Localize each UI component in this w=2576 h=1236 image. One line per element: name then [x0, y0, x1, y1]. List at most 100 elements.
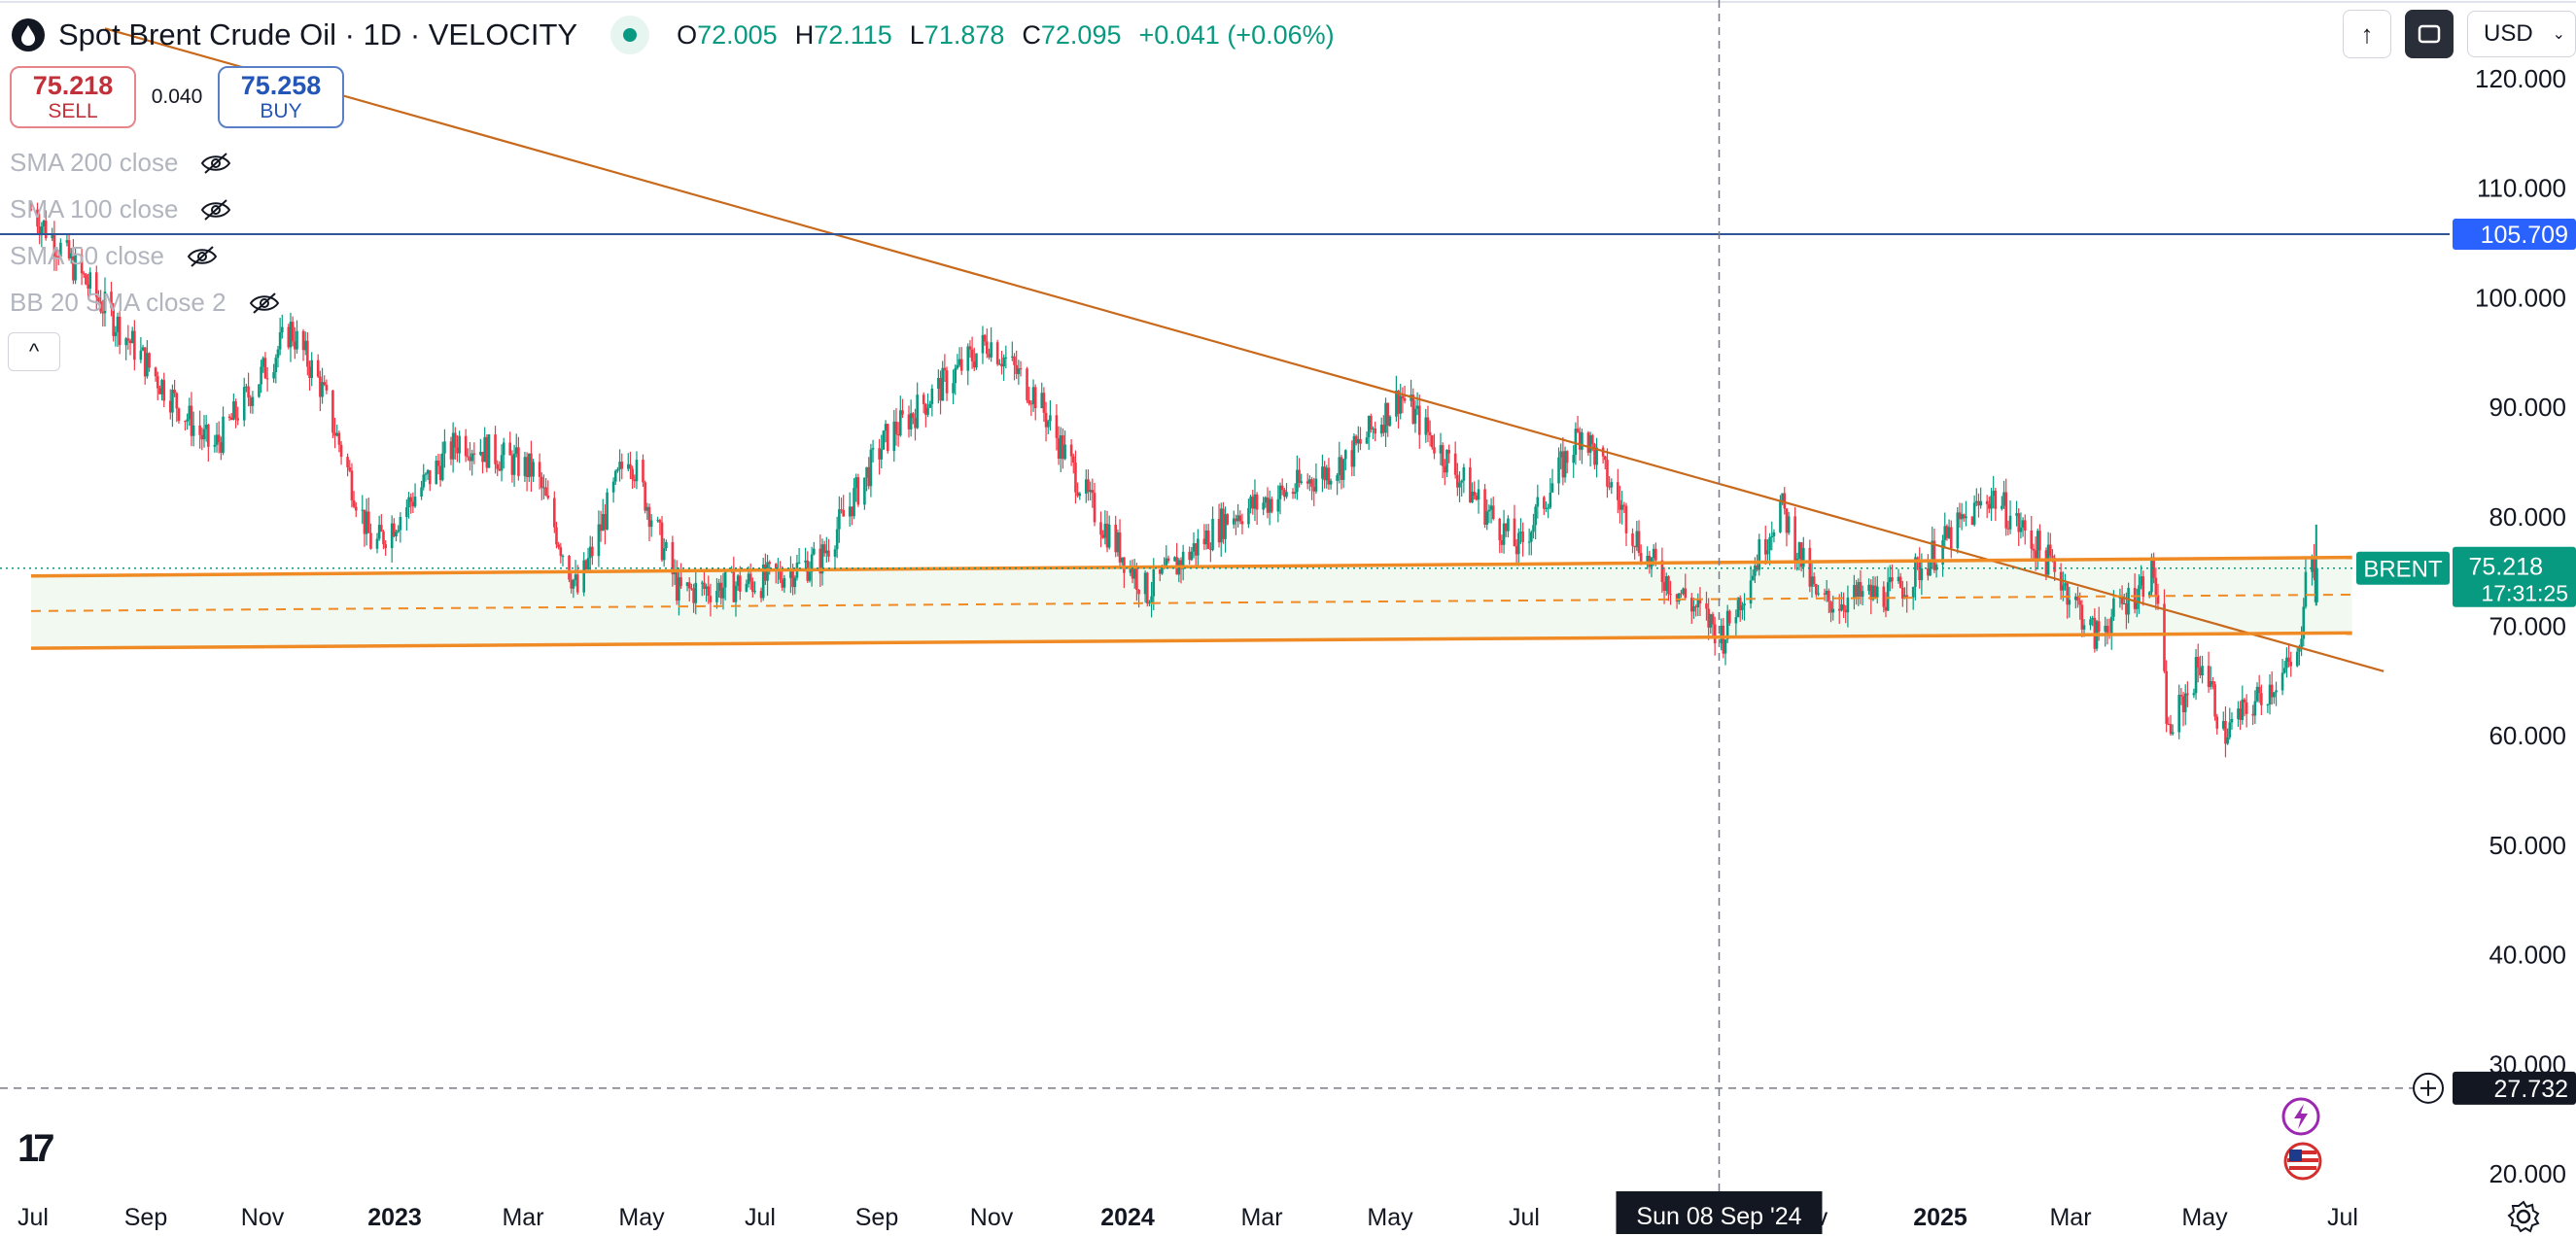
candle-body	[886, 424, 889, 452]
candle-body	[1173, 557, 1176, 562]
candle-body	[700, 582, 704, 584]
candle-body	[966, 346, 970, 371]
candle-body	[2282, 668, 2286, 673]
indicator-sma200[interactable]: SMA 200 close	[10, 148, 232, 178]
candle-body	[1837, 608, 1841, 611]
candle-body	[761, 565, 765, 599]
candle-body	[616, 468, 619, 471]
candle-body	[1498, 519, 1502, 540]
candle-body	[1574, 429, 1578, 456]
candle-body	[736, 575, 740, 586]
candle-body	[130, 330, 134, 344]
candle-body	[1365, 437, 1369, 444]
candle-body	[1310, 479, 1313, 487]
candle-body	[1931, 540, 1934, 562]
candle-body	[1033, 387, 1037, 409]
sell-label: SELL	[48, 100, 98, 122]
candle-body	[561, 556, 565, 558]
candle-body	[611, 481, 615, 493]
eye-hidden-icon[interactable]	[186, 245, 219, 268]
arrow-up-icon[interactable]: ↑	[2343, 10, 2391, 58]
lightning-icon[interactable]	[2280, 1096, 2321, 1137]
eye-hidden-icon[interactable]	[248, 292, 281, 315]
candle-body	[1145, 572, 1149, 604]
indicator-sma100[interactable]: SMA 100 close	[10, 194, 232, 224]
candle-body	[1889, 577, 1892, 583]
candle-body	[1956, 512, 1960, 549]
candle-body	[1947, 527, 1951, 538]
candle-body	[2076, 596, 2079, 601]
candle-body	[1886, 582, 1890, 611]
candle-body	[898, 410, 902, 436]
candle-body	[2150, 557, 2153, 593]
channel-upper-line[interactable]	[30, 555, 2352, 578]
candle-body	[631, 468, 634, 480]
candle-body	[1545, 507, 1548, 509]
channel-lower-line[interactable]	[30, 631, 2352, 650]
currency-select[interactable]: USD ⌄	[2467, 11, 2576, 57]
candle-body	[732, 568, 736, 602]
candle-body	[1588, 434, 1592, 453]
market-open-dot-icon[interactable]	[610, 16, 650, 54]
candle-body	[69, 253, 73, 258]
candle-body	[1238, 515, 1242, 522]
collapse-indicators-button[interactable]: ^	[8, 332, 60, 371]
buy-button[interactable]: 75.258 BUY	[218, 66, 344, 128]
candle-body	[1504, 523, 1508, 532]
channel-mid-line[interactable]	[30, 593, 2352, 612]
indicator-sma50[interactable]: SMA 50 close	[10, 241, 219, 271]
candle-body	[2140, 576, 2142, 586]
tradingview-logo-icon[interactable]: 17	[17, 1127, 54, 1170]
candle-body	[1741, 605, 1744, 611]
candle-body	[825, 550, 828, 554]
candle-body	[369, 532, 372, 549]
candle-body	[822, 544, 826, 554]
candle-body	[213, 444, 217, 447]
candle-body	[675, 570, 679, 601]
crosshair-date-text: Sun 08 Sep '24	[1636, 1203, 1801, 1230]
candle-body	[1941, 539, 1944, 566]
candle-body	[428, 469, 432, 485]
settings-gear-icon[interactable]	[2506, 1199, 2541, 1234]
candle-body	[321, 382, 324, 397]
candle-body	[1534, 506, 1537, 526]
fullscreen-icon[interactable]	[2405, 10, 2454, 58]
candle-body	[793, 577, 797, 588]
descending-trendline[interactable]	[104, 27, 2385, 672]
candle-body	[1188, 551, 1191, 561]
candle-body	[553, 498, 556, 528]
candle-body	[363, 509, 366, 534]
candle-body	[1114, 524, 1117, 553]
sell-button[interactable]: 75.218 SELL	[10, 66, 136, 128]
candle-body	[1840, 603, 1843, 611]
candle-body	[694, 582, 698, 603]
us-flag-icon[interactable]	[2280, 1141, 2325, 1182]
candle-body	[361, 509, 365, 511]
candle-body	[1118, 532, 1122, 563]
candle-body	[451, 432, 455, 460]
candle-body	[690, 588, 693, 590]
candle-body	[36, 209, 39, 227]
candle-body	[247, 386, 250, 398]
time-tick-label: 2023	[367, 1204, 422, 1231]
indicator-bb[interactable]: BB 20 SMA close 2	[10, 288, 281, 318]
candle-body	[1606, 460, 1609, 487]
candle-body	[458, 435, 461, 454]
candle-body	[2106, 625, 2109, 634]
candle-body	[1532, 525, 1535, 532]
candle-body	[1099, 522, 1102, 535]
candle-body	[72, 253, 75, 281]
symbol-title[interactable]: Spot Brent Crude Oil · 1D · VELOCITY	[58, 17, 578, 52]
eye-hidden-icon[interactable]	[199, 198, 232, 222]
candle-body	[779, 568, 782, 580]
crosshair-plus-icon[interactable]	[2413, 1072, 2444, 1104]
eye-hidden-icon[interactable]	[199, 152, 232, 175]
candle-body	[352, 500, 356, 507]
candle-body	[1514, 546, 1518, 555]
candle-body	[572, 579, 575, 589]
candle-body	[1417, 405, 1421, 435]
candle-body	[880, 449, 884, 460]
candle-body	[82, 273, 86, 275]
candle-body	[1276, 498, 1280, 512]
